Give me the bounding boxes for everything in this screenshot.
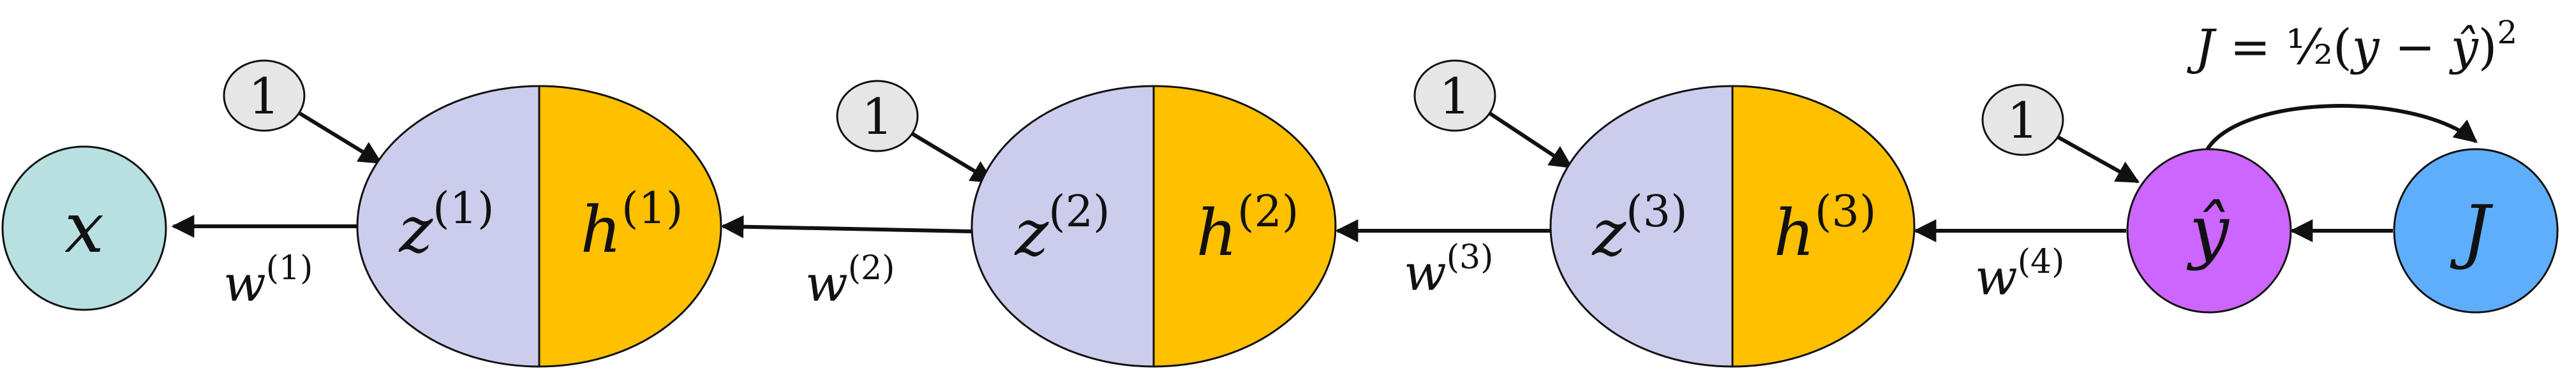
h1-label: h(1)	[581, 184, 683, 267]
node-yhat-label: ŷ	[2186, 190, 2230, 272]
z3-label: z(3)	[1591, 187, 1687, 270]
weight-label-3: w(3)	[1404, 238, 1493, 302]
weight-label-2: w(2)	[805, 249, 895, 313]
h2-label: h(2)	[1196, 187, 1299, 270]
z1-label: z(1)	[398, 184, 494, 267]
node-layer-1: z(1) h(1)	[356, 85, 722, 368]
edge-yhat-to-J	[2203, 104, 2478, 154]
node-x-label: x	[64, 187, 104, 268]
bias-edge-3	[1489, 112, 1574, 169]
bias-node-3: 1	[1413, 59, 1496, 132]
bias-node-4: 1	[1981, 84, 2064, 156]
node-layer-2: z(2) h(2)	[971, 85, 1337, 368]
node-yhat: ŷ	[2126, 148, 2292, 314]
bias-node-2: 1	[836, 80, 919, 152]
bias-node-2-label: 1	[861, 89, 893, 146]
bias-node-3-label: 1	[1439, 68, 1471, 126]
bias-node-4-label: 1	[2007, 92, 2039, 150]
bias-node-1-label: 1	[248, 68, 280, 126]
loss-formula: J = ½(y − ŷ)2	[2187, 14, 2517, 75]
bias-edge-1	[299, 112, 383, 164]
bias-node-1: 1	[223, 59, 306, 132]
weight-label-4: w(4)	[1975, 243, 2064, 307]
bias-edge-2	[911, 132, 995, 184]
h3-label: h(3)	[1774, 187, 1877, 270]
weight-label-1: w(1)	[223, 249, 313, 313]
bias-edge-4	[2057, 135, 2140, 184]
edge-w2	[720, 215, 972, 238]
node-J: J	[2393, 148, 2559, 314]
z2-label: z(2)	[1014, 187, 1110, 270]
node-layer-3: z(3) h(3)	[1549, 85, 1916, 368]
node-x: x	[1, 145, 167, 311]
